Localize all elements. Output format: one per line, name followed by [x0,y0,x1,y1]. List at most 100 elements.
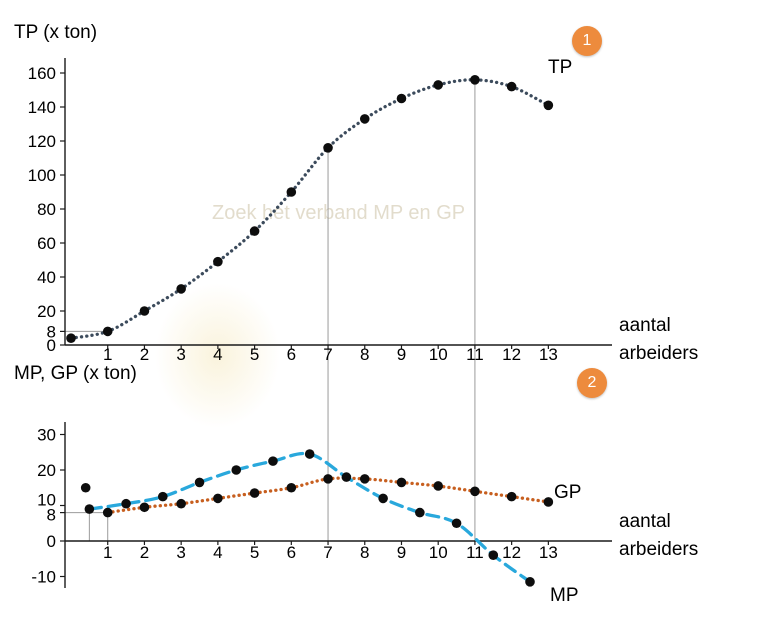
x-tick-label: 5 [250,345,259,364]
mp-curve [87,451,532,584]
x-tick-label: 2 [140,543,149,562]
x-tick-label: 4 [213,543,222,562]
x-tick-label: 6 [287,543,296,562]
y-tick-label: 80 [37,200,56,219]
tp-point [433,80,444,90]
y-tick-label: 8 [47,322,56,341]
gp-point [506,491,517,502]
gp-point [396,477,407,488]
tp-point [66,333,76,344]
x-tick-label: 10 [429,345,448,364]
x-axis-label-line: arbeiders [619,539,699,560]
x-axis-label-line: arbeiders [619,343,699,364]
y-tick-label: 60 [37,234,56,253]
y-tick-label: 20 [37,461,56,480]
mp-point [304,449,315,459]
gp-point [359,474,370,484]
y-tick-label: 120 [28,132,56,151]
gp-point [102,507,113,518]
tp-series-label: TP [548,57,573,78]
x-axis-label-top: aantal arbeiders [619,312,698,368]
x-tick-label: 2 [140,345,149,364]
data-point [80,482,91,493]
step-badge-1: 1 [572,26,602,56]
mp-series-label: MP [550,585,579,606]
x-tick-label: 8 [360,543,369,562]
x-tick-label: 9 [397,543,406,562]
y-tick-label: 100 [28,166,56,185]
tp-point [359,114,370,124]
x-axis-label-bottom: aantal arbeiders [619,508,698,564]
x-tick-label: 11 [466,543,484,562]
mp-point [84,504,95,514]
gp-point [470,486,480,497]
tp-point [213,256,223,267]
x-tick-label: 8 [360,345,369,364]
watermark-blob [155,283,280,428]
y-tick-label: 0 [47,532,56,551]
watermark-text: Zoek het verband MP en GP [212,202,466,224]
y-tick-label: 10 [37,491,56,510]
mp-point [525,577,535,587]
x-tick-label: 3 [176,543,185,562]
mp-point [231,465,242,475]
mp-point [488,550,499,560]
x-tick-label: 6 [287,345,296,364]
tp-point [249,226,260,236]
gp-point [286,482,297,493]
mp-point [415,507,425,518]
x-tick-label: 5 [250,543,259,562]
tp-point [176,284,186,294]
gp-point [249,488,260,498]
x-tick-label: 1 [103,345,112,364]
y-tick-label: 140 [28,98,56,117]
tp-curve [69,78,551,340]
x-tick-label: 1 [103,543,112,562]
mp-point [378,493,388,504]
mp-gp-chart-title: MP, GP (x ton) [14,363,137,384]
tp-point [323,143,333,153]
mp-point [451,518,462,529]
x-tick-label: 12 [502,345,521,364]
tp-point [139,306,150,316]
y-tick-label: -10 [31,568,56,587]
step-badge-2: 2 [577,368,607,398]
gp-point [323,474,333,484]
x-axis-label-line: aantal [619,315,671,336]
x-axis-label-line: aantal [619,511,671,532]
gp-point [543,497,554,507]
x-tick-label: 13 [539,543,558,562]
x-tick-label: 4 [213,345,222,364]
y-tick-label: 0 [47,336,56,355]
y-tick-label: 30 [37,426,56,445]
mp-point [341,472,352,482]
x-tick-label: 7 [323,345,332,364]
tp-point [543,100,554,111]
tp-point [506,81,517,92]
x-tick-label: 3 [176,345,185,364]
gp-point [176,498,186,509]
tp-point [102,326,113,337]
tp-point [470,75,480,85]
y-tick-label: 40 [37,268,56,287]
x-tick-label: 7 [323,543,332,562]
tp-point [286,187,297,197]
mp-point [268,456,278,466]
mp-point [158,491,168,502]
gp-point [213,493,223,504]
x-tick-label: 11 [466,345,484,364]
y-tick-label: 20 [37,302,56,321]
tp-point [396,93,407,104]
gp-point [433,481,444,491]
y-tick-label: 8 [47,506,56,525]
x-tick-label: 13 [539,345,558,364]
tp-chart-title: TP (x ton) [14,22,98,43]
gp-point [139,502,150,513]
x-tick-label: 10 [429,543,448,562]
gp-series-label: GP [554,482,582,503]
y-tick-label: 160 [28,64,56,83]
x-tick-label: 12 [502,543,521,562]
mp-point [121,498,131,509]
